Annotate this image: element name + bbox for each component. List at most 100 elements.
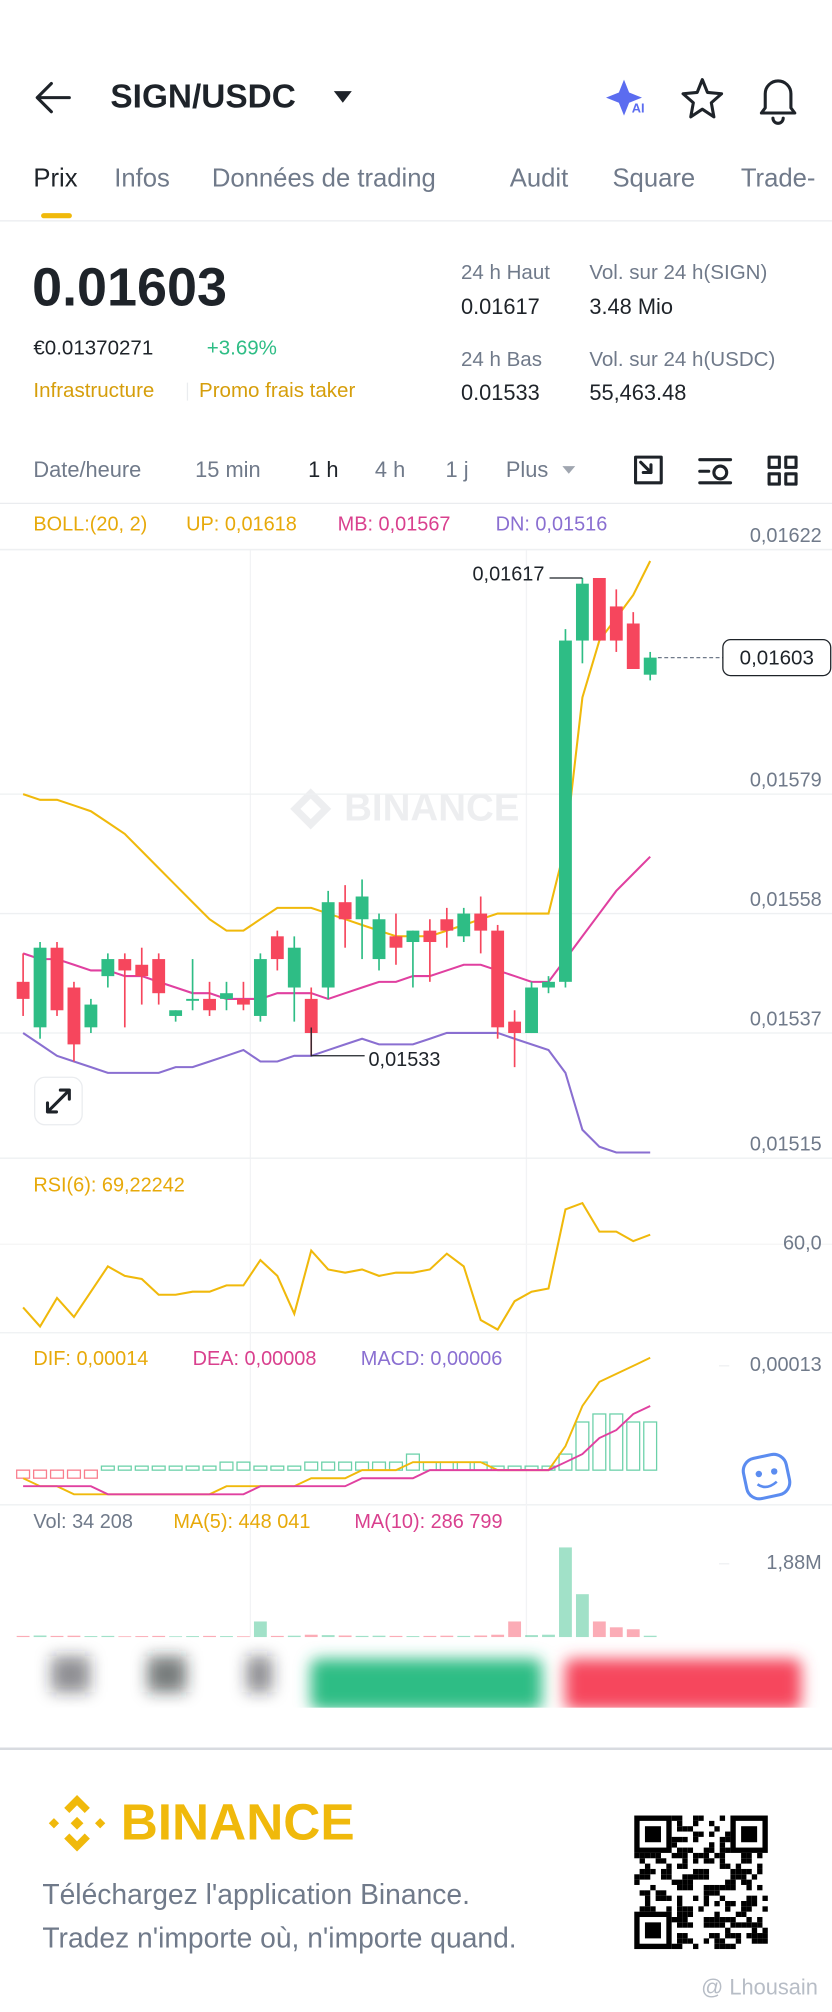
volume-bar <box>457 1635 471 1638</box>
qr-module <box>719 1847 726 1853</box>
qr-module <box>693 1895 699 1901</box>
qr-module <box>741 1858 747 1864</box>
qr-module <box>703 1917 710 1923</box>
qr-module <box>703 1895 710 1901</box>
qr-finder-core <box>644 1922 661 1939</box>
qr-module <box>719 1917 726 1923</box>
back-button[interactable] <box>35 81 71 114</box>
candle-body <box>101 959 115 977</box>
qr-module <box>746 1879 752 1885</box>
qr-module <box>725 1879 731 1885</box>
rsi-line <box>22 1201 651 1331</box>
qr-module <box>735 1938 742 1944</box>
tab[interactable]: Infos <box>114 165 170 193</box>
volume-bar <box>423 1635 437 1638</box>
candle-body <box>67 987 81 1045</box>
qr-module <box>666 1863 672 1869</box>
candle-body <box>406 930 420 943</box>
stat-label: 24 h Bas <box>461 348 542 371</box>
indicator-button[interactable] <box>698 458 733 485</box>
qr-module <box>725 1927 731 1934</box>
tag[interactable]: Promo frais taker <box>199 379 355 402</box>
timeframe[interactable]: 15 min <box>195 457 260 482</box>
tab[interactable]: Audit <box>510 165 568 193</box>
volume-bar <box>16 1635 30 1638</box>
qr-module <box>735 1933 742 1939</box>
qr-module <box>709 1884 715 1891</box>
tab[interactable]: Trade- <box>741 165 816 193</box>
qr-module <box>725 1836 731 1843</box>
header: SIGN/USDC AI <box>35 78 797 125</box>
qr-module <box>714 1884 720 1891</box>
qr-module <box>639 1852 645 1859</box>
candle-body <box>16 981 30 999</box>
qr-module <box>660 1895 667 1901</box>
layout-button[interactable] <box>767 455 798 486</box>
dea-line <box>23 1405 651 1496</box>
qr-module <box>703 1858 710 1864</box>
macd-bar <box>117 1465 132 1471</box>
qr-module <box>634 1879 640 1885</box>
ai-button[interactable]: AI <box>606 79 645 116</box>
rsi-label: RSI(6): 69,22242 <box>33 1175 184 1197</box>
timeframe[interactable]: Plus <box>506 457 549 482</box>
volume-bar <box>135 1636 149 1638</box>
tab-indicator <box>41 213 72 219</box>
stat-label: Vol. sur 24 h(SIGN) <box>589 261 767 284</box>
qr-module <box>741 1922 747 1928</box>
chart-settings-button[interactable] <box>634 455 663 485</box>
qr-module <box>639 1906 645 1912</box>
qr-module <box>730 1900 736 1907</box>
footer-line: Téléchargez l'application Binance. <box>42 1878 470 1910</box>
candle-body <box>542 981 555 988</box>
watermark-text: BINANCE <box>344 786 519 829</box>
sell-button[interactable] <box>564 1658 802 1711</box>
timeframe-active[interactable]: 1 h <box>308 457 338 482</box>
qr-module <box>682 1836 688 1843</box>
tab[interactable]: Square <box>612 165 695 193</box>
current-price-box <box>722 639 832 677</box>
qr-module <box>741 1874 747 1880</box>
tab[interactable]: Données de trading <box>212 165 436 193</box>
alert-button[interactable] <box>759 79 797 125</box>
qr-module <box>757 1852 763 1859</box>
favorite-button[interactable] <box>681 78 724 119</box>
candle-body <box>609 606 623 641</box>
qr-module <box>735 1911 742 1918</box>
price-change: +3.69% <box>207 337 277 360</box>
macd-bar <box>592 1413 607 1471</box>
qr-module <box>666 1874 672 1880</box>
macd-bar <box>304 1461 319 1471</box>
qr-module <box>730 1874 736 1880</box>
timeframe[interactable]: 4 h <box>375 457 405 482</box>
assistant-button[interactable] <box>741 1452 792 1501</box>
candle-body <box>50 947 64 1011</box>
macd-bar <box>321 1461 336 1471</box>
pair-title[interactable]: SIGN/USDC <box>110 79 295 116</box>
qr-module <box>709 1820 715 1827</box>
candle-body <box>152 959 166 994</box>
buy-button[interactable] <box>310 1658 542 1711</box>
timeframe[interactable]: Date/heure <box>33 457 141 482</box>
timeframe[interactable]: 1 j <box>446 457 469 482</box>
qr-module <box>682 1874 688 1880</box>
y-tick-label: 0,01558 <box>750 889 822 911</box>
qr-module <box>677 1933 683 1939</box>
qr-module <box>714 1917 720 1923</box>
qr-module <box>725 1917 731 1923</box>
fullscreen-button[interactable] <box>34 1076 83 1126</box>
pair-dropdown[interactable] <box>333 91 352 103</box>
more-arrow <box>562 466 576 474</box>
qr-module <box>719 1842 726 1848</box>
candle-body <box>169 1010 183 1016</box>
qr-module <box>671 1943 678 1950</box>
qr-module <box>730 1943 736 1950</box>
tag[interactable]: Infrastructure <box>33 379 154 402</box>
qr-module <box>687 1922 694 1928</box>
stat-label: 24 h Haut <box>461 261 550 284</box>
qr-module <box>693 1858 699 1864</box>
tab-active[interactable]: Prix <box>33 165 77 193</box>
qr-module <box>677 1917 683 1923</box>
qr-finder <box>634 1911 672 1950</box>
dif-label: DIF: 0,00014 <box>33 1348 148 1370</box>
